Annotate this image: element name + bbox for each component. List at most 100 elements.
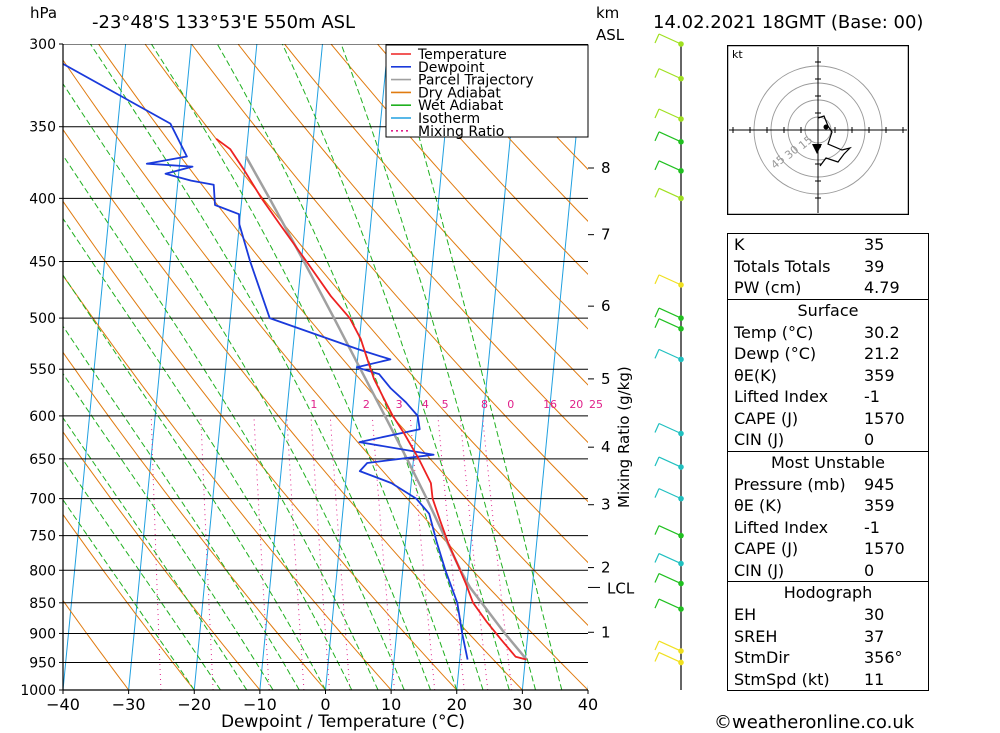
surface-value: -1	[864, 387, 880, 406]
surface-row: Temp (°C) 30.2	[728, 322, 928, 344]
wind-barb-flag	[654, 598, 660, 609]
height-tick-label: 3	[601, 496, 611, 514]
wind-barb	[658, 422, 682, 435]
hodograph-table-title: Hodograph	[783, 583, 873, 602]
wind-level-dot	[678, 168, 684, 174]
wind-barb-flag	[654, 456, 660, 467]
mixing-ratio-label: 5	[442, 398, 449, 411]
pressure-tick-label: 900	[29, 626, 56, 642]
pressure-tick-label: 550	[29, 362, 56, 378]
isotherm-line	[63, 44, 127, 690]
wind-level-dot	[678, 195, 684, 202]
wind-level-dot	[678, 356, 684, 363]
pressure-tick-label: 450	[29, 255, 56, 271]
surface-value: 1570	[864, 408, 905, 428]
credit-link[interactable]: ©weatheronline.co.uk	[714, 712, 915, 733]
wind-level-dot	[678, 282, 684, 288]
temperature-tick-label: −20	[177, 695, 211, 714]
surface-value: 359	[864, 365, 895, 385]
wind-barb-flag	[654, 33, 660, 44]
wind-barb-flag	[654, 525, 660, 535]
surface-title: Surface	[797, 300, 859, 320]
pressure-tick-label: 800	[29, 563, 56, 579]
isotherm-line	[521, 44, 586, 690]
hodograph-table-row: StmSpd (kt) 11	[728, 669, 928, 691]
legend-label: Parcel Trajectory	[418, 73, 534, 89]
lcl-label: LCL	[607, 579, 635, 597]
surface-row: CIN (J) 0	[728, 429, 928, 451]
dry-adiabat-line	[63, 59, 588, 690]
wind-barb	[658, 598, 682, 610]
wind-barb-flag	[654, 423, 660, 433]
hodograph-unit-label: kt	[732, 48, 743, 61]
wind-level-dot	[678, 116, 684, 122]
hodograph-table-row: StmDir 356°	[728, 647, 928, 669]
pressure-unit-label: hPa	[30, 4, 58, 22]
wind-barb	[658, 131, 682, 143]
location-title: -23°48'S 133°53'E 550m ASL	[92, 12, 356, 33]
index-label: Totals Totals	[734, 256, 831, 276]
most-unstable-value: 359	[864, 496, 895, 515]
wet-adiabat-line	[150, 44, 458, 690]
most-unstable-label: CIN (J)	[734, 560, 785, 580]
wind-barb-flag	[654, 652, 660, 662]
wind-barb-flag	[654, 307, 660, 318]
wind-barb-flag	[654, 160, 660, 171]
pressure-tick-label: 950	[29, 655, 56, 671]
pressure-tick-label: 850	[29, 596, 56, 612]
surface-row: Dewp (°C) 21.2	[728, 343, 928, 365]
most-unstable-label: θE (K)	[734, 496, 782, 515]
wind-barb-flag	[654, 553, 660, 563]
height-tick-label: 8	[601, 159, 611, 177]
wind-barb-flag	[654, 68, 660, 78]
wind-barb	[658, 572, 682, 585]
temperature-profile	[215, 138, 527, 661]
wind-barb	[658, 488, 682, 500]
surface-row: θE(K) 359	[728, 365, 928, 387]
wind-barb-flag	[654, 131, 660, 142]
temperature-tick-label: −30	[112, 695, 146, 714]
mixing-ratio-line	[200, 415, 214, 690]
indices-table: K 35 Totals Totals 39 PW (cm) 4.79 Surface Te…	[727, 233, 929, 691]
mixing-ratio-label: 16	[543, 398, 557, 411]
height-tick-label: 1	[601, 623, 611, 641]
index-value: 39	[864, 256, 885, 276]
wind-level-dot	[678, 315, 684, 321]
legend-label: Wet Adiabat	[418, 98, 504, 114]
hodograph-table-label: SREH	[734, 626, 778, 646]
wind-level-dot	[678, 41, 684, 47]
wind-barb-flag	[654, 188, 660, 198]
wind-barb-flag	[654, 318, 660, 328]
hodograph-table-value: 356°	[864, 648, 903, 667]
wind-level-dot	[678, 648, 684, 654]
most-unstable-row: CIN (J) 0	[728, 560, 928, 582]
dry-adiabat-line	[423, 44, 588, 222]
wet-adiabat-line	[63, 274, 326, 690]
legend-label: Isotherm	[418, 111, 480, 127]
parcel-trajectory	[244, 155, 528, 661]
hodograph-trace	[817, 115, 852, 167]
km-label: km	[596, 4, 620, 22]
surface-label: CAPE (J)	[734, 408, 799, 428]
wind-barb-flag	[654, 349, 660, 359]
surface-label: Lifted Index	[734, 387, 829, 406]
wind-level-dot	[678, 430, 684, 437]
most-unstable-value: 945	[864, 474, 895, 494]
pressure-tick-label: 650	[29, 452, 56, 468]
height-tick-label: 7	[601, 226, 611, 244]
wind-level-dot	[678, 532, 684, 539]
pressure-tick-label: 500	[29, 311, 56, 327]
wind-level-dot	[678, 325, 684, 332]
height-tick-label: 2	[601, 559, 611, 577]
dry-adiabat-line	[330, 44, 588, 330]
most-unstable-title: Most Unstable	[771, 452, 885, 472]
surface-label: CIN (J)	[734, 430, 785, 449]
pressure-tick-label: 350	[29, 120, 56, 136]
wind-level-dot	[678, 659, 684, 666]
index-value: 4.79	[864, 278, 900, 297]
mixing-ratio-label: 20	[569, 398, 583, 411]
surface-label: Dewp (°C)	[734, 344, 817, 363]
hodograph-table-value: 37	[864, 626, 885, 646]
asl-label: ASL	[596, 26, 625, 44]
